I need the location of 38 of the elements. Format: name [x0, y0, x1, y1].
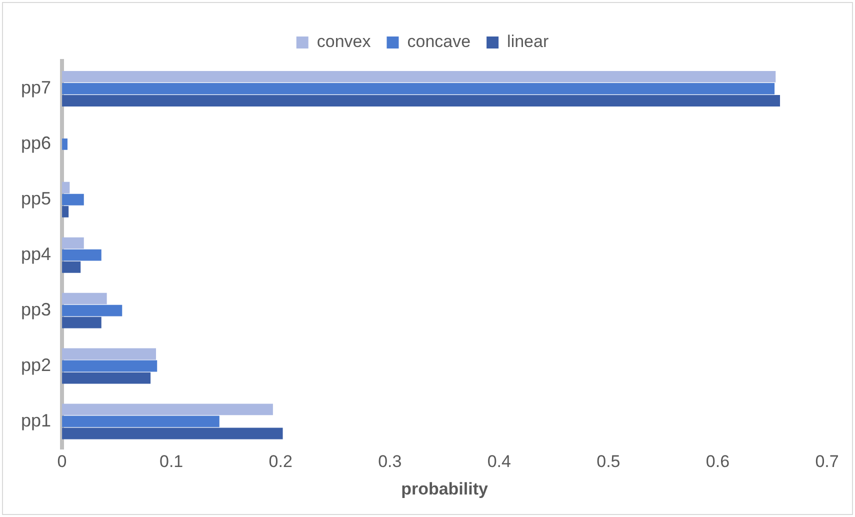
legend-label: linear — [507, 32, 549, 52]
legend-label: concave — [407, 32, 471, 52]
bar — [62, 182, 70, 194]
y-tick-label: pp4 — [20, 244, 52, 264]
x-axis-title: probability — [401, 479, 488, 498]
bar — [62, 261, 81, 273]
y-tick-label: pp7 — [20, 78, 52, 98]
y-tick-label: pp3 — [20, 300, 52, 320]
x-tick-label: 0.6 — [706, 452, 730, 472]
x-tick-label: 0.2 — [268, 452, 292, 472]
bar — [62, 316, 102, 328]
bar — [62, 95, 780, 106]
x-tick-label: 0.1 — [159, 452, 184, 472]
x-tick-label: 0.3 — [378, 452, 402, 472]
bar — [62, 292, 107, 304]
bar — [62, 416, 220, 428]
bar — [62, 348, 156, 360]
bar — [62, 206, 69, 218]
bar — [62, 194, 84, 206]
x-tick-label: 0.5 — [596, 452, 620, 472]
y-tick-label: pp2 — [20, 354, 52, 375]
bar — [62, 83, 775, 94]
bar — [62, 404, 273, 416]
bar — [62, 372, 151, 384]
bar — [62, 71, 776, 82]
bar — [62, 138, 68, 150]
bar — [62, 428, 283, 440]
bar — [62, 249, 102, 261]
legend-label: convex — [316, 32, 372, 52]
bar — [62, 304, 122, 316]
bar — [62, 360, 158, 372]
y-tick-label: pp6 — [20, 133, 52, 154]
bar — [62, 237, 84, 249]
x-tick-label: 0 — [57, 452, 67, 472]
y-tick-label: pp5 — [20, 188, 52, 209]
x-tick-label: 0.4 — [487, 452, 511, 472]
y-tick-label: pp1 — [20, 410, 52, 430]
x-tick-label: 0.7 — [815, 452, 839, 472]
